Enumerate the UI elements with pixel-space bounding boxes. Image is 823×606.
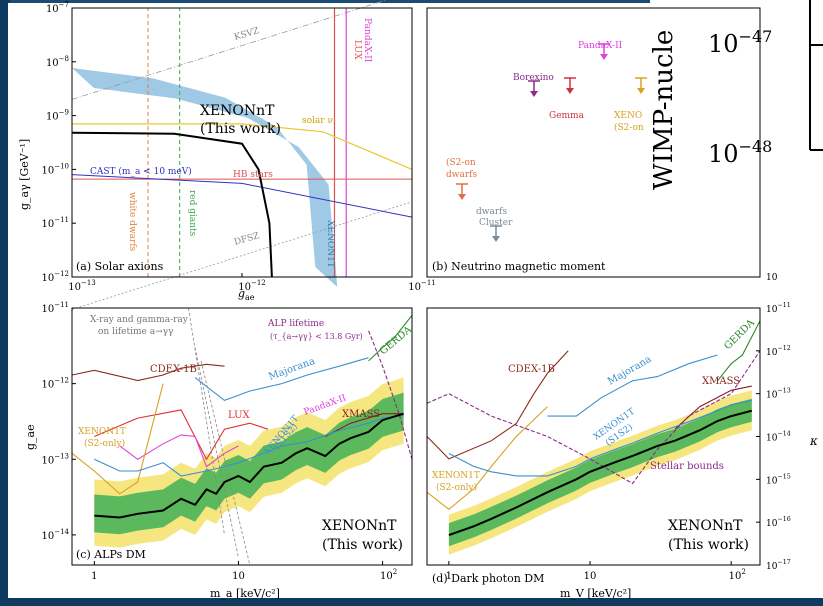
series-xenon1t-s2-only- <box>426 406 548 511</box>
xray-line <box>194 347 239 558</box>
series-pandax-ii <box>119 434 239 468</box>
xenon1t-s2-sub: (S2-only) <box>436 482 477 493</box>
x-tick-label: 1 <box>91 571 97 582</box>
y-axis-label-right: κ <box>809 434 818 448</box>
wimp-axis-label: WIMP-nucle <box>649 30 679 190</box>
lux-label: LUX <box>352 40 362 60</box>
green-band <box>94 392 404 535</box>
xenon1t-label: XENON1T <box>325 220 335 268</box>
alp-lifetime-label: ALP lifetime <box>267 319 324 329</box>
series-majorana <box>194 357 369 402</box>
xray-label: X-ray and gamma-ray <box>90 315 189 325</box>
right-column-bg <box>650 190 823 598</box>
green-band <box>448 398 752 547</box>
y-axis-label: g_aγ [GeV⁻¹] <box>18 139 31 210</box>
xenon1t-s2-label: XENON1T <box>432 471 480 481</box>
x-axis-sub: ae <box>245 293 255 302</box>
panel-d: 1 10 10210−1110−1210−1310−1410−1510−1610−1… <box>426 302 818 600</box>
x-axis-label: g <box>238 287 245 300</box>
series-xenon1t-s2-only- <box>71 383 164 495</box>
xenonnt-line <box>448 409 753 537</box>
series-gerda <box>368 314 413 362</box>
xenonnt-label: XENONnT <box>668 518 743 534</box>
limit-arrow <box>492 236 500 242</box>
x-tick-label: 1 <box>446 571 452 582</box>
cast-line <box>71 174 413 218</box>
limit-arrow <box>458 194 466 200</box>
solar-nu-label: solar ν <box>302 116 333 126</box>
limit-label: Borexino <box>513 73 554 83</box>
gc-label-2: Cluster <box>479 218 513 228</box>
panel-c-title: (c) ALPs DM <box>76 548 146 561</box>
xenonnt-sub: (This work) <box>668 537 749 553</box>
series-xmass <box>324 413 404 437</box>
wimp-inset-bg <box>650 0 823 190</box>
hb-label: HB stars <box>233 170 273 180</box>
xenonnt-line <box>71 131 273 278</box>
series-cdex-1b <box>71 363 225 382</box>
wimp-inset: WIMP-nucle 10−47 10−48 <box>649 0 823 190</box>
x-tick-label: 10 <box>584 571 597 582</box>
xenonnt-line <box>94 412 404 519</box>
xenon1t-s2-label: XENON1T <box>78 427 126 437</box>
xenonnt-sub: (This work) <box>200 121 281 137</box>
xray-line <box>188 307 225 535</box>
xray-label-2: on lifetime a→γγ <box>98 327 173 337</box>
right-tick-top: 10 <box>766 273 778 283</box>
xenon1t-s2-sub: (S2-only) <box>84 438 125 449</box>
cdex-label: CDEX-1B <box>150 364 197 375</box>
series-cdex-1b <box>426 350 569 460</box>
limit-label: XENO <box>614 111 642 121</box>
stellar-bounds-label: Stellar bounds <box>650 461 724 472</box>
x-axis-label: m_a [keV/c²] <box>210 587 280 600</box>
ksvz-line <box>71 0 388 100</box>
xmass-label: XMASS <box>342 409 380 420</box>
cdex-label: CDEX-1B <box>508 364 555 375</box>
y-axis-label: g_ae <box>24 424 37 450</box>
solar-nu-line <box>72 123 413 170</box>
white-dwarfs-label: white dwarfs <box>127 192 137 252</box>
alp-lifetime-sub: (τ_{a→γγ} < 13.8 Gyr) <box>270 332 363 341</box>
limit-arrow <box>637 88 645 94</box>
x-tick-label: 10 <box>232 571 245 582</box>
dfsz-line <box>71 201 413 310</box>
series-xenon1t-s1s2- <box>94 414 404 477</box>
series-xenon1t-s1s2- <box>448 399 752 477</box>
limit-arrow <box>600 54 608 60</box>
red-giants-label: red giants <box>187 190 197 237</box>
x-axis-label: m_V [keV/c²] <box>560 587 631 600</box>
panel-d-title: (d) Dark photon DM <box>432 572 544 585</box>
xenonnt-label: XENONnT <box>322 518 397 534</box>
xenonnt-label: XENONnT <box>200 103 275 119</box>
series-stellar-bounds <box>426 350 761 485</box>
left-bar <box>0 0 10 606</box>
xenon1t-s2-label: (S2-on <box>614 122 644 133</box>
limit-arrow <box>530 91 538 97</box>
panel-b-title: (b) Neutrino magnetic moment <box>432 260 606 273</box>
cast-label: CAST (m_a < 10 meV) <box>90 166 192 177</box>
series-majorana <box>547 354 718 417</box>
lux-label: LUX <box>228 410 251 421</box>
pandax-label: PandaX-II <box>362 18 372 63</box>
limit-label: (S2-on <box>446 157 476 168</box>
series-gerda <box>717 320 761 382</box>
panel-b-frame <box>426 7 761 278</box>
xmass-label: XMASS <box>702 376 740 387</box>
series-alp-lifetime <box>368 330 413 460</box>
limit-label: Gemma <box>549 111 585 121</box>
xenonnt-sub: (This work) <box>322 537 403 553</box>
limit-arrow <box>566 88 574 94</box>
panel-a-title: (a) Solar axions <box>76 260 164 273</box>
wd-label-2: dwarfs <box>446 170 477 180</box>
limit-label: PandaX-II <box>578 41 623 51</box>
panel-c-frame <box>71 307 413 566</box>
series-lux <box>94 409 269 461</box>
limit-label: dwarfs <box>476 207 507 217</box>
